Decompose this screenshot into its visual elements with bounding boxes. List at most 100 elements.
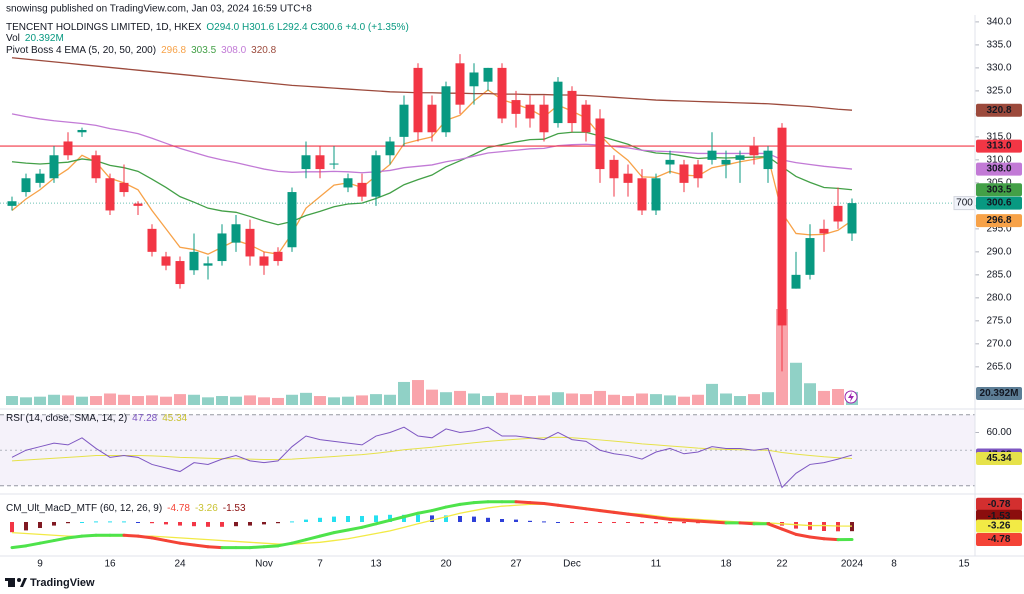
volume-bar — [132, 396, 144, 405]
macd-hist-bar — [598, 522, 602, 523]
volume-bar — [496, 392, 508, 405]
macd-hist-bar — [850, 522, 854, 532]
volume-bar — [216, 396, 228, 405]
candle-body — [609, 159, 619, 179]
macd-line-segment — [122, 533, 140, 538]
x-tick-label: 24 — [174, 559, 186, 570]
volume-bar — [664, 395, 676, 405]
macd-line-segment — [206, 545, 224, 550]
volume-bar — [706, 383, 718, 405]
publisher: snowinsg published on TradingView.com, J… — [6, 4, 312, 15]
macd-line-segment — [290, 538, 308, 545]
volume-bar — [188, 394, 200, 405]
volume-bar — [454, 390, 466, 405]
candle-body — [259, 256, 269, 266]
legend: Vol 20.392M — [6, 33, 64, 44]
macd-hist-bar — [500, 519, 504, 522]
volume-bar — [384, 394, 396, 405]
macd-line-segment — [24, 541, 42, 548]
volume-bar — [734, 396, 746, 405]
ema-value: 296.8 — [161, 45, 186, 56]
macd-hist-bar — [332, 516, 336, 522]
macd-hist-bar — [94, 521, 98, 523]
candle-body — [35, 173, 45, 183]
candle-body — [385, 141, 395, 156]
volume-bar — [748, 394, 760, 405]
macd-line-segment — [374, 518, 392, 526]
volume-bar — [258, 397, 270, 405]
macd-hist-bar — [220, 522, 224, 527]
y-tick-label: 315.0 — [986, 132, 1011, 143]
macd-line-segment — [346, 525, 364, 532]
rsi-sma-tag-bg — [976, 452, 1022, 466]
macd-hist-bar — [584, 522, 588, 523]
candle-body — [413, 67, 423, 133]
macd-hist-bar — [570, 522, 574, 523]
macd-hist-bar — [52, 522, 56, 526]
macd-line-segment — [472, 500, 490, 505]
macd-hist-bar — [234, 522, 238, 527]
volume-tag-bg — [976, 387, 1022, 400]
macd-hist-bar — [150, 522, 154, 524]
volume-bar — [832, 389, 844, 405]
macd-line-segment — [38, 539, 56, 545]
macd-line-segment — [318, 531, 336, 538]
ema-tag-bg — [976, 103, 1022, 117]
candle-body — [119, 182, 129, 193]
macd-line-segment — [668, 517, 686, 522]
macd-hist-bar — [416, 514, 420, 522]
macd-hist-bar — [444, 515, 448, 522]
ema-tag: 320.8 — [986, 105, 1011, 116]
candle-body — [847, 203, 857, 234]
volume-bar — [174, 394, 186, 405]
macd-hist-bar — [612, 522, 616, 523]
macd-line-segment — [682, 518, 700, 523]
candle-body — [819, 228, 829, 234]
y-tick-label: 265.0 — [986, 361, 1011, 372]
y-tick-label: 335.0 — [986, 40, 1011, 51]
volume-bar — [650, 394, 662, 405]
y-tick-label: 285.0 — [986, 269, 1011, 280]
macd-level-tag-bg — [976, 497, 1022, 511]
volume-bar — [244, 395, 256, 405]
macd-hist-bar — [206, 522, 210, 527]
candle-body — [287, 192, 297, 248]
macd-line-segment — [626, 512, 644, 518]
macd-hist-bar — [164, 522, 168, 525]
macd-hist-bar — [682, 522, 686, 524]
ema-tag-bg — [976, 183, 1022, 197]
candle-body — [497, 67, 507, 119]
macd-hist-bar — [248, 522, 252, 526]
macd-hist-bar — [402, 514, 406, 522]
y-tick-label: 290.0 — [986, 246, 1011, 257]
macd-hist-bar — [122, 521, 126, 523]
volume-bar — [594, 390, 606, 405]
volume-bar — [790, 362, 802, 405]
y-tick-label: 305.0 — [986, 178, 1011, 189]
candle-body — [595, 118, 605, 170]
macd-name: CM_Ult_MacD_MTF (60, 12, 26, 9) — [6, 503, 162, 514]
ema-tag: 308.0 — [986, 164, 1011, 175]
macd-line-segment — [710, 520, 728, 525]
candle-body — [525, 104, 535, 119]
ema-tag-bg — [976, 162, 1022, 176]
macd-line-segment — [556, 503, 574, 509]
volume-bar — [20, 397, 32, 405]
candle-body — [49, 155, 59, 179]
candle-body — [245, 228, 255, 257]
plot-layers: 265.0270.0275.0280.0285.0290.0295.0300.0… — [0, 17, 1022, 570]
macd-hist-bar — [668, 522, 672, 524]
macd-line-segment — [304, 534, 322, 542]
macd-hist-bar — [290, 521, 294, 523]
candle-body — [399, 104, 409, 137]
volume-bar — [720, 393, 732, 405]
x-tick-label: Dec — [563, 559, 581, 570]
macd-line-segment — [808, 535, 826, 541]
macd-hist-bar — [654, 522, 658, 524]
volume-bar — [804, 383, 816, 405]
macd-line-segment — [598, 509, 616, 514]
candle-body — [217, 233, 227, 262]
candle-body — [763, 150, 773, 170]
brand: TradingView — [30, 577, 95, 589]
macd-line-segment — [80, 533, 98, 538]
